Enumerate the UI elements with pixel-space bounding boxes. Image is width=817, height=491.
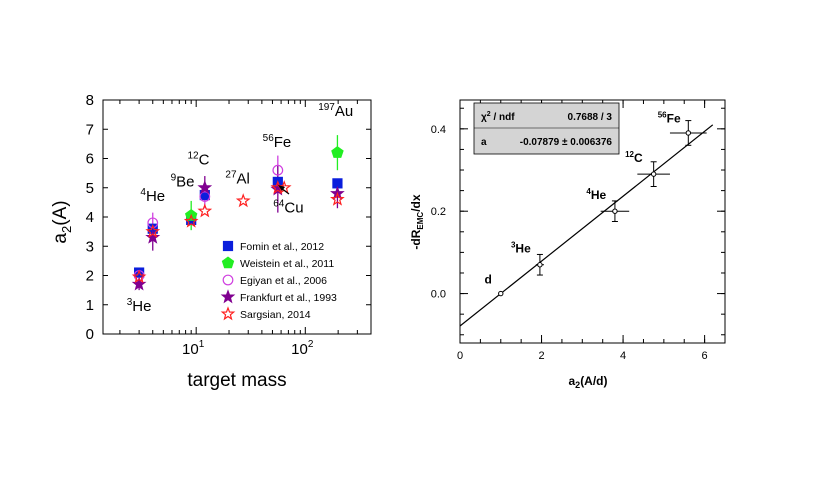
left-nucleus-label: 27Al [225,169,249,187]
left-nucleus-label: 3He [127,297,152,315]
left-point-pentagon [331,146,344,158]
fit-line [459,124,714,327]
cu-arrow-head [278,185,285,191]
left-point-circle [147,217,159,229]
left-nucleus-label: 9Be [171,172,195,190]
left-y-axis-label: a2(A) [50,200,74,243]
legend-label: Weistein et al., 2011 [240,258,334,270]
legend-label: Egiyan et al., 2006 [240,275,327,287]
left-data-points [131,135,345,291]
left-y-tick-label: 1 [86,297,94,314]
right-y-tick-label: 0.2 [431,206,446,218]
left-x-tick-label: 102 [291,339,314,358]
right-y-tick-label: 0.4 [431,124,446,136]
left-nucleus-label: 4He [140,187,165,205]
left-point-star [197,203,213,218]
left-nucleus-label: 197Au [318,102,353,120]
right-data-points [498,120,707,297]
right-nucleus-label: 4He [586,187,606,202]
right-data-point [650,171,657,177]
legend-marker-star [220,306,236,321]
left-y-tick-label: 4 [86,209,94,226]
right-x-tick-label: 6 [702,350,708,362]
left-point-star [145,229,161,244]
left-x-axis-label: target mass [187,370,286,391]
legend-label: Fomin et al., 2012 [240,241,324,253]
left-point-star [183,213,199,228]
left-point-circle [199,191,211,202]
legend-marker-circle [222,274,234,286]
right-data-point [537,262,543,268]
left-point-star [235,193,251,208]
left-y-tick-label: 6 [86,151,94,168]
left-y-tick-label: 0 [86,326,94,343]
right-y-tick-label: 0.0 [431,289,446,301]
left-point-circle [272,164,284,176]
slope-value: -0.07879 ± 0.006376 [520,137,613,148]
left-point-star [330,191,345,206]
left-point-star [131,269,147,284]
right-nucleus-label: 56Fe [658,111,681,126]
right-data-point [612,208,618,214]
left-y-tick-label: 3 [86,238,94,255]
right-x-tick-label: 0 [457,350,463,362]
chi2-value: 0.7688 / 3 [568,112,613,123]
right-nucleus-label: d [484,272,491,286]
left-y-tick-label: 5 [86,180,94,197]
stats-box-bg [473,102,620,155]
legend-marker-star [220,289,236,304]
legend-label: Sargsian, 2014 [240,309,311,321]
right-y-axis-label: -dREMC/dx [409,194,425,249]
left-point-star [197,180,213,194]
right-x-tick-label: 4 [620,350,626,362]
left-nucleus-label: 64Cu [273,199,303,217]
left-y-ticks: 0 1 2 3 4 5 6 7 8 [86,92,371,343]
right-x-axis-label: a2(A/d) [568,374,607,390]
left-point-star [131,276,147,291]
right-x-tick-label: 2 [538,350,544,362]
right-plot-frame [459,99,726,344]
legend-label: Frankfurt et al., 1993 [240,292,337,304]
slope-label: a [481,137,487,148]
legend-marker-pentagon [221,256,235,269]
chi2-label: χ2 / ndf [481,111,515,123]
left-y-tick-label: 2 [86,268,94,285]
right-data-point [685,130,692,136]
left-x-tick-label: 101 [182,339,205,358]
right-y-ticks: 0.0 0.2 0.4 [431,107,725,336]
right-chart: 0.0 0.2 0.4 0 2 4 6 a2(A/d) -dREMC/dx d 3He 4He… [409,99,726,390]
right-data-point [498,290,504,297]
right-nucleus-label: 3He [511,240,531,255]
left-legend: Fomin et al., 2012 Weistein et al., 2011 E… [220,240,337,321]
right-nucleus-label: 12C [625,150,643,165]
left-chart: 0 1 2 3 4 5 6 7 8 101 102 target mass a2(A) 3He 4H… [50,92,372,391]
right-nucleus-labels: d 3He 4He 12C 56Fe [484,111,681,287]
left-nucleus-labels: 3He 4He 9Be 12C 27Al 56Fe 197Au 64Cu [127,102,353,315]
fit-stats-box: χ2 / ndf 0.7688 / 3 a -0.07879 ± 0.00637… [473,102,620,155]
left-y-tick-label: 7 [86,121,94,138]
left-x-ticks: 101 102 [119,100,372,358]
legend-marker-square [222,240,234,252]
left-y-tick-label: 8 [86,92,94,109]
left-nucleus-label: 12C [188,150,210,168]
left-nucleus-label: 56Fe [263,133,292,151]
left-point-star [145,223,161,238]
